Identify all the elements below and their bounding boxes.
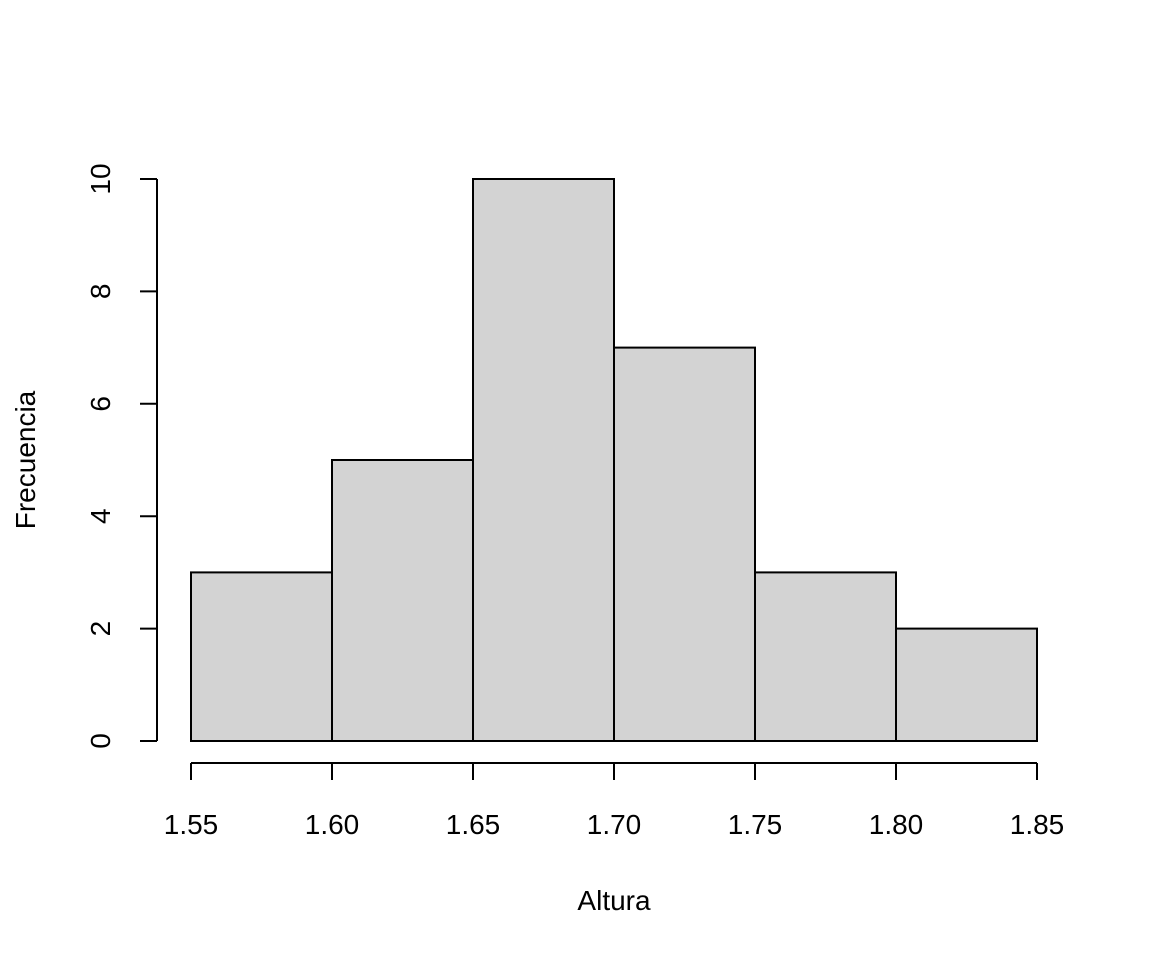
histogram-bar-5	[895, 627, 1038, 742]
histogram-bar-2	[472, 178, 615, 742]
y-axis-title: Frecuencia	[10, 390, 41, 529]
y-axis: 0 2 4 6 8 10	[85, 163, 158, 749]
x-tick-label: 1.75	[728, 809, 783, 840]
bars-layer	[190, 178, 1038, 743]
x-tick-label: 1.85	[1010, 809, 1065, 840]
x-tick-label: 1.65	[446, 809, 501, 840]
histogram-bar-1	[331, 459, 474, 742]
y-tick-label: 8	[85, 284, 116, 300]
x-tick-label: 1.55	[164, 809, 219, 840]
x-tick-label: 1.70	[587, 809, 642, 840]
x-tick-label: 1.60	[305, 809, 360, 840]
histogram-bar-3	[613, 346, 756, 742]
y-tick-label: 0	[85, 733, 116, 749]
y-tick-label: 6	[85, 396, 116, 412]
x-ticks: 1.55 1.60 1.65 1.70 1.75 1.80 1.85	[164, 763, 1065, 840]
x-axis: 1.55 1.60 1.65 1.70 1.75 1.80 1.85	[164, 762, 1065, 840]
y-tick-label: 2	[85, 621, 116, 637]
histogram-bar-0	[190, 571, 333, 743]
x-tick-label: 1.80	[869, 809, 924, 840]
y-tick-label: 4	[85, 508, 116, 524]
y-tick-label: 10	[85, 163, 116, 194]
y-ticks: 0 2 4 6 8 10	[85, 163, 157, 749]
histogram-bar-4	[754, 571, 897, 743]
x-axis-title: Altura	[577, 885, 651, 916]
